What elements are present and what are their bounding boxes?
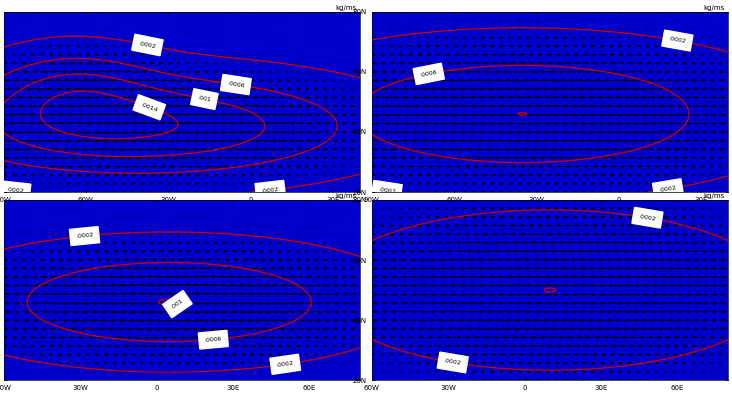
Text: .0002: .0002	[261, 187, 280, 194]
Text: kg/ms: kg/ms	[703, 5, 725, 11]
Text: .0002: .0002	[276, 360, 294, 368]
Text: kg/ms: kg/ms	[703, 193, 725, 199]
Text: kg/ms: kg/ms	[335, 193, 356, 199]
Text: .0014: .0014	[140, 102, 158, 113]
Text: .0002: .0002	[75, 233, 94, 240]
Text: kg/ms: kg/ms	[335, 5, 356, 11]
Text: .001: .001	[197, 95, 212, 103]
Text: .0006: .0006	[204, 337, 223, 343]
Text: .001: .001	[171, 298, 184, 310]
Text: .0002: .0002	[7, 187, 25, 194]
Text: .0002: .0002	[668, 36, 687, 45]
Text: .0002: .0002	[638, 214, 657, 222]
Text: .0002: .0002	[138, 41, 157, 49]
Text: .0006: .0006	[419, 70, 438, 78]
Text: .0002: .0002	[444, 358, 462, 366]
Text: .0006: .0006	[227, 81, 245, 88]
Text: .0002: .0002	[659, 185, 677, 193]
Text: .0002: .0002	[378, 187, 396, 194]
